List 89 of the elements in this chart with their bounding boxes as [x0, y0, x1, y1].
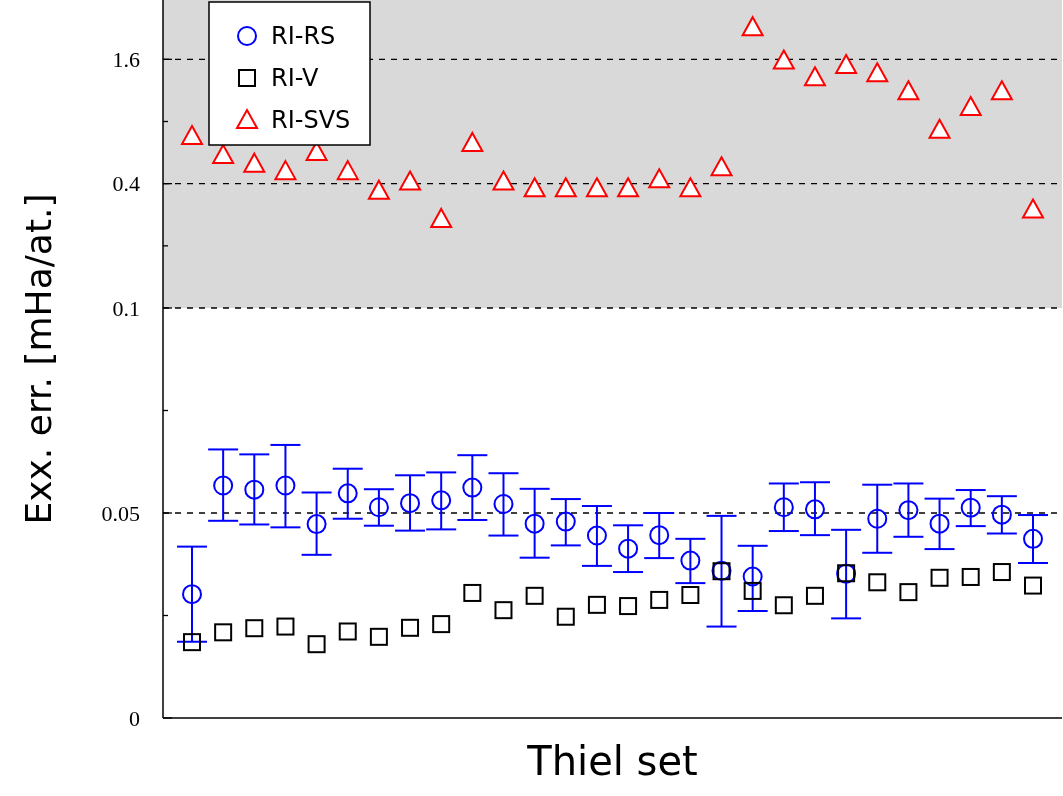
point: [525, 586, 544, 605]
point: [928, 118, 951, 139]
point: [772, 49, 795, 70]
point: [338, 622, 357, 641]
point: [805, 586, 824, 605]
point: [619, 597, 638, 616]
point: [774, 596, 793, 615]
point: [587, 595, 606, 614]
point: [369, 627, 388, 646]
point: [493, 493, 514, 514]
point: [990, 80, 1013, 101]
point: [461, 131, 484, 152]
point: [524, 513, 545, 534]
point: [401, 618, 420, 637]
point: [399, 170, 422, 191]
legend-label: RI-V: [271, 64, 320, 93]
point: [897, 80, 920, 101]
point: [212, 144, 235, 165]
point: [181, 125, 203, 146]
point: [930, 568, 949, 587]
point: [617, 177, 640, 198]
point: [307, 635, 326, 654]
legend-label: RI-SVS: [271, 106, 351, 135]
point: [742, 566, 763, 587]
point: [929, 513, 950, 534]
point: [432, 615, 451, 634]
point: [274, 160, 297, 181]
point: [243, 152, 266, 173]
point: [991, 504, 1012, 525]
point: [680, 550, 701, 571]
point: [183, 633, 201, 652]
point: [306, 514, 327, 535]
point: [898, 500, 919, 521]
point: [245, 619, 264, 638]
point: [741, 16, 764, 37]
point: [1022, 198, 1044, 219]
point: [430, 207, 453, 228]
point: [462, 477, 483, 498]
point: [803, 66, 826, 87]
y-tick-label: 0.05: [101, 500, 140, 526]
point: [556, 607, 575, 626]
point: [244, 479, 265, 500]
point: [555, 511, 576, 532]
point: [804, 499, 825, 520]
point: [554, 177, 577, 198]
point: [214, 623, 233, 642]
point: [367, 179, 390, 200]
y-tick-label: 1.6: [112, 47, 140, 73]
point: [431, 490, 452, 511]
legend-label: RI-RS: [271, 22, 336, 51]
point: [960, 497, 981, 518]
point: [337, 483, 358, 504]
point: [336, 160, 359, 181]
point: [463, 583, 482, 602]
point: [961, 567, 980, 586]
y-tick-label: 0: [129, 705, 140, 731]
point: [368, 497, 389, 518]
y-tick-label: 0.1: [112, 295, 140, 321]
point: [213, 475, 234, 496]
point: [835, 54, 858, 75]
point: [618, 538, 639, 559]
point: [867, 508, 888, 529]
point: [773, 497, 794, 518]
point: [523, 177, 546, 198]
point: [679, 177, 702, 198]
point: [648, 168, 671, 189]
y-tick-label: 0.4: [112, 171, 140, 197]
point: [868, 573, 887, 592]
point: [492, 170, 515, 191]
point: [899, 583, 918, 602]
point: [586, 525, 607, 546]
x-axis-title: Thiel set: [526, 738, 698, 784]
point: [400, 493, 421, 514]
point: [710, 156, 733, 177]
point: [959, 96, 982, 117]
y-axis-title: Exx. err. [mHa/at.]: [17, 193, 59, 525]
point: [992, 563, 1011, 582]
point: [1023, 528, 1043, 549]
point: [650, 590, 669, 609]
point: [276, 617, 295, 636]
point: [1024, 576, 1042, 595]
point: [866, 62, 889, 83]
point: [681, 586, 700, 604]
point: [585, 177, 608, 198]
point: [649, 525, 670, 546]
point: [275, 475, 296, 496]
point: [494, 601, 513, 620]
point: [182, 584, 202, 605]
point: [743, 581, 762, 600]
